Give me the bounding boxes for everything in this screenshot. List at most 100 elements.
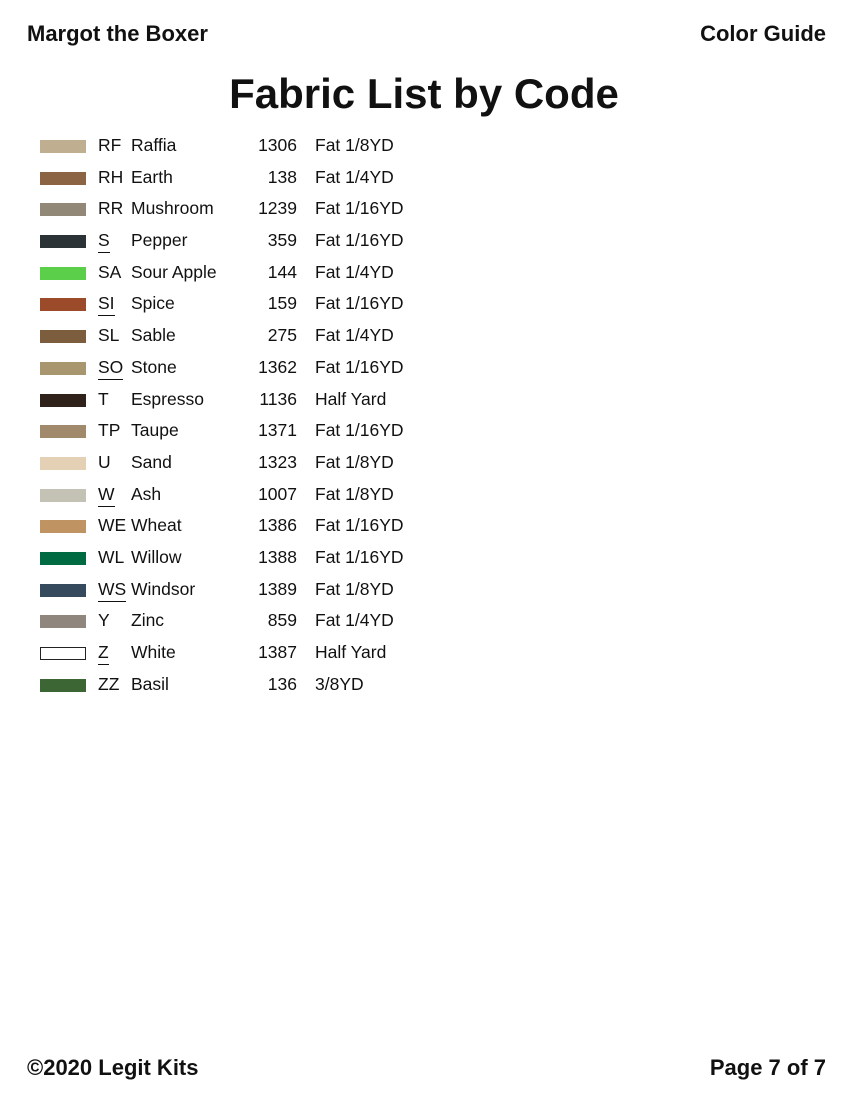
- color-swatch: [40, 520, 86, 534]
- color-swatch: [40, 203, 86, 217]
- fabric-row: W Ash 1007 Fat 1/8YD: [0, 483, 500, 515]
- fabric-name: Basil: [131, 673, 169, 694]
- fabric-code: SI: [98, 293, 115, 317]
- fabric-amount: Fat 1/4YD: [315, 610, 394, 631]
- fabric-code: Z: [98, 642, 109, 665]
- color-swatch: [40, 235, 86, 249]
- fabric-number: 1362: [258, 356, 297, 377]
- fabric-name: Espresso: [131, 388, 204, 409]
- fabric-row: WS Windsor 1389 Fat 1/8YD: [0, 578, 500, 610]
- fabric-amount: Fat 1/8YD: [315, 451, 394, 472]
- fabric-row: RF Raffia 1306 Fat 1/8YD: [0, 134, 500, 166]
- fabric-name: Stone: [131, 356, 177, 377]
- fabric-code: T: [98, 388, 109, 409]
- fabric-row: WL Willow 1388 Fat 1/16YD: [0, 546, 500, 578]
- fabric-name: Spice: [131, 293, 175, 314]
- fabric-row: RR Mushroom 1239 Fat 1/16YD: [0, 197, 500, 229]
- color-swatch: [40, 615, 86, 629]
- fabric-code: Y: [98, 610, 110, 631]
- fabric-row: SA Sour Apple 144 Fat 1/4YD: [0, 261, 500, 293]
- color-swatch: [40, 456, 86, 470]
- color-swatch: [40, 647, 86, 660]
- fabric-amount: Fat 1/4YD: [315, 261, 394, 282]
- color-swatch: [40, 298, 86, 312]
- color-swatch: [40, 361, 86, 375]
- fabric-code: W: [98, 484, 115, 507]
- fabric-amount: Fat 1/16YD: [315, 293, 404, 314]
- fabric-number: 1007: [258, 483, 297, 504]
- fabric-row: SI Spice 159 Fat 1/16YD: [0, 292, 500, 324]
- fabric-code: WS: [98, 579, 127, 602]
- fabric-code: RF: [98, 135, 122, 155]
- fabric-code: S: [98, 230, 110, 254]
- fabric-name: Sable: [131, 325, 176, 346]
- fabric-row: TP Taupe 1371 Fat 1/16YD: [0, 419, 500, 451]
- fabric-row: U Sand 1323 Fat 1/8YD: [0, 451, 500, 483]
- fabric-code: SO: [98, 357, 124, 380]
- fabric-code: SL: [98, 325, 120, 346]
- fabric-row: ZZ Basil 136 3/8YD: [0, 673, 500, 705]
- color-swatch: [40, 583, 86, 597]
- color-swatch: [40, 140, 86, 153]
- fabric-code: WL: [98, 546, 125, 567]
- color-swatch: [40, 551, 86, 565]
- color-swatch: [40, 425, 86, 439]
- fabric-amount: 3/8YD: [315, 673, 364, 694]
- fabric-row: T Espresso 1136 Half Yard: [0, 388, 500, 420]
- fabric-amount: Fat 1/16YD: [315, 198, 404, 219]
- fabric-row: Z White 1387 Half Yard: [0, 641, 500, 673]
- page-title: Fabric List by Code: [229, 70, 619, 117]
- fabric-name: Sour Apple: [131, 261, 217, 282]
- fabric-amount: Fat 1/8YD: [315, 578, 394, 599]
- fabric-number: 1388: [258, 546, 297, 567]
- fabric-list: RF Raffia 1306 Fat 1/8YD RH Earth 138 Fat 1/4YD…: [0, 134, 500, 704]
- fabric-row: S Pepper 359 Fat 1/16YD: [0, 229, 500, 261]
- fabric-amount: Fat 1/16YD: [315, 356, 404, 377]
- fabric-number: 138: [267, 166, 297, 187]
- color-swatch: [40, 393, 86, 407]
- fabric-name: Sand: [131, 451, 172, 472]
- fabric-name: Ash: [131, 483, 162, 504]
- fabric-number: 1386: [258, 515, 297, 536]
- fabric-number: 1387: [258, 642, 297, 662]
- section-title: Color Guide: [700, 21, 826, 46]
- fabric-code: RR: [98, 198, 124, 219]
- fabric-number: 159: [267, 293, 297, 314]
- fabric-number: 1306: [258, 135, 297, 155]
- fabric-code: U: [98, 451, 111, 472]
- fabric-number: 859: [267, 610, 297, 631]
- fabric-number: 1323: [258, 451, 297, 472]
- fabric-number: 1389: [258, 578, 297, 599]
- fabric-code: ZZ: [98, 673, 120, 694]
- color-swatch: [40, 330, 86, 344]
- fabric-amount: Fat 1/16YD: [315, 546, 404, 567]
- fabric-name: Windsor: [131, 578, 196, 599]
- fabric-row: SO Stone 1362 Fat 1/16YD: [0, 356, 500, 388]
- fabric-name: White: [131, 642, 176, 662]
- fabric-amount: Fat 1/16YD: [315, 515, 404, 536]
- fabric-number: 136: [267, 673, 297, 694]
- fabric-amount: Half Yard: [315, 642, 387, 662]
- fabric-name: Raffia: [131, 135, 177, 155]
- color-swatch: [40, 171, 86, 185]
- pattern-title: Margot the Boxer: [27, 21, 208, 46]
- fabric-code: TP: [98, 420, 121, 441]
- fabric-code: WE: [98, 515, 127, 536]
- fabric-name: Willow: [131, 546, 182, 567]
- fabric-number: 1136: [259, 388, 297, 409]
- fabric-row: SL Sable 275 Fat 1/4YD: [0, 324, 500, 356]
- fabric-row: RH Earth 138 Fat 1/4YD: [0, 166, 500, 198]
- fabric-amount: Fat 1/4YD: [315, 166, 394, 187]
- color-swatch: [40, 678, 86, 692]
- color-swatch: [40, 266, 86, 280]
- fabric-name: Zinc: [131, 610, 165, 631]
- fabric-name: Pepper: [131, 230, 188, 251]
- fabric-name: Wheat: [131, 515, 182, 536]
- fabric-code: SA: [98, 261, 122, 282]
- fabric-code: RH: [98, 166, 124, 187]
- fabric-number: 359: [267, 230, 297, 251]
- fabric-number: 1239: [258, 198, 297, 219]
- fabric-number: 275: [267, 325, 297, 346]
- fabric-amount: Fat 1/4YD: [315, 325, 394, 346]
- fabric-name: Mushroom: [131, 198, 214, 219]
